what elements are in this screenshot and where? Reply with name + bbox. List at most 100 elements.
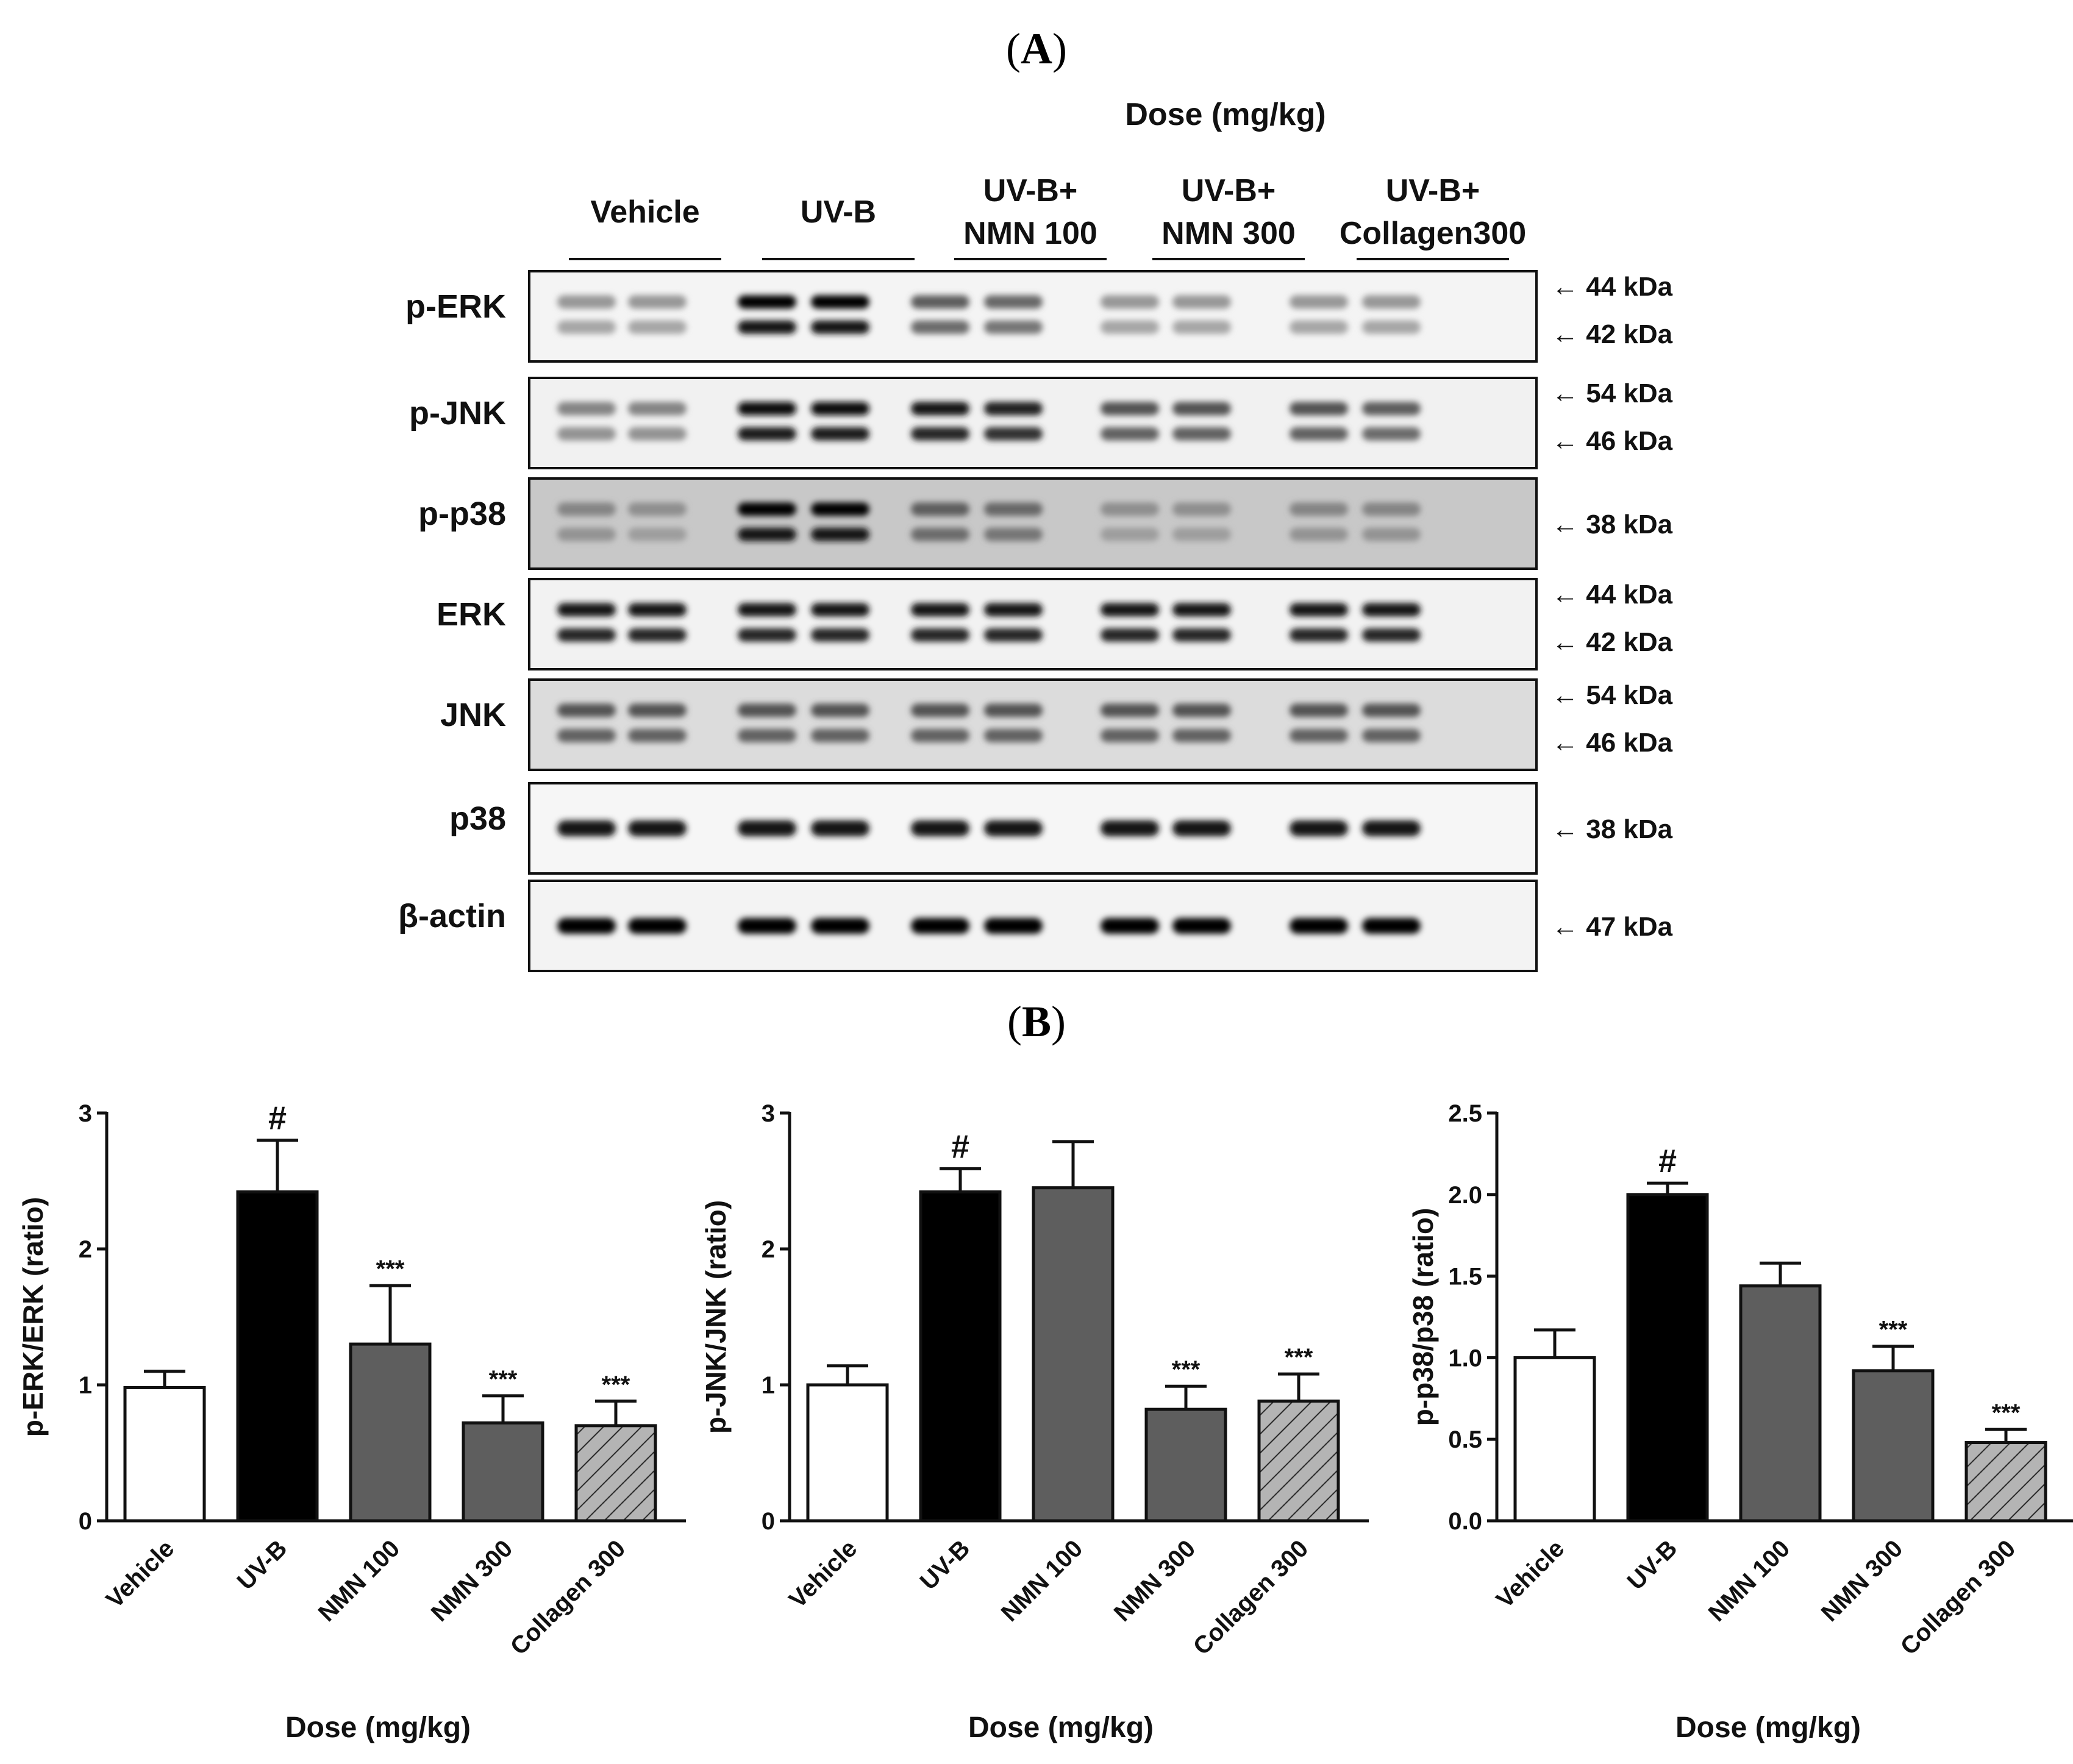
- blot-band-lower: [811, 628, 869, 642]
- blot-band-upper: [1172, 502, 1231, 516]
- y-tick-label: 3: [762, 1100, 775, 1127]
- blot-band-lower: [628, 527, 687, 541]
- blot-band: [1290, 820, 1348, 836]
- x-tick-label: NMN 100: [1704, 1535, 1796, 1627]
- significance-mark: ***: [376, 1256, 405, 1282]
- marker-label: ← 46 kDa: [1552, 426, 1673, 456]
- y-tick-label: 2.5: [1448, 1100, 1482, 1127]
- blot-band-lower: [628, 427, 687, 441]
- blot-band: [1101, 820, 1159, 836]
- blot-band-lower: [557, 728, 616, 742]
- y-tick-label: 0: [79, 1508, 92, 1535]
- blot-band-upper: [1101, 402, 1159, 416]
- group-label-line2: Collagen300: [1340, 216, 1526, 251]
- blot-band: [557, 820, 616, 836]
- blot-band-upper: [984, 295, 1043, 309]
- bar: [1032, 1186, 1115, 1523]
- blot-band: [811, 820, 869, 836]
- marker-label: ← 38 kDa: [1552, 814, 1673, 844]
- blot-bands: [557, 820, 1421, 836]
- bar-chart: 0.0 0.5 1.0 1.5 2.0 2.5 p-p38/p38 (ratio) Vehic…: [1407, 1100, 2073, 1744]
- blot-band-upper: [557, 603, 616, 617]
- blot-band-lower: [1172, 527, 1231, 541]
- blot-band-upper: [628, 603, 687, 617]
- blot-band-lower: [1172, 320, 1231, 334]
- blot-label: p38: [449, 800, 506, 837]
- y-tick-label: 2: [762, 1236, 775, 1263]
- blot-band-lower: [628, 628, 687, 642]
- x-tick-label: Vehicle: [101, 1535, 180, 1613]
- blot-band-upper: [628, 703, 687, 717]
- blot-membrane: [528, 477, 1538, 570]
- blot-band: [628, 918, 687, 934]
- x-tick-label: Collagen 300: [1896, 1535, 2021, 1660]
- blot-bands: [557, 918, 1421, 934]
- x-axis-label: Dose (mg/kg): [285, 1712, 471, 1744]
- blot-band-lower: [1290, 527, 1348, 541]
- blot-band-upper: [1290, 402, 1348, 416]
- significance-mark: ***: [602, 1371, 630, 1398]
- group-label-line1: UV-B+: [1386, 173, 1480, 208]
- x-tick-label: NMN 300: [1816, 1535, 1908, 1627]
- blot-band-lower: [911, 728, 969, 742]
- blot-band: [1172, 918, 1231, 934]
- x-tick-label: UV-B: [915, 1535, 976, 1595]
- bar: [462, 1421, 544, 1523]
- blot-band-upper: [1362, 502, 1421, 516]
- blot-label: ERK: [437, 596, 506, 633]
- group-label-line1: UV-B+: [1182, 173, 1276, 208]
- blot-band-upper: [911, 295, 969, 309]
- blot-band-upper: [1172, 703, 1231, 717]
- bar: [123, 1385, 206, 1523]
- bar: [1144, 1407, 1227, 1523]
- blot-bands: [557, 703, 1421, 742]
- blot-band-upper: [811, 295, 869, 309]
- marker-label: ← 44 kDa: [1552, 272, 1673, 302]
- blot-band-lower: [557, 628, 616, 642]
- blot-band-upper: [738, 603, 796, 617]
- blot-band-upper: [1101, 295, 1159, 309]
- group-label-line2: NMN 100: [963, 216, 1097, 251]
- blot-row: β-actin ← 47 kDa: [398, 880, 1673, 972]
- significance-mark: #: [268, 1100, 287, 1137]
- y-axis-label: p-JNK/JNK (ratio): [700, 1200, 732, 1434]
- blot-label: p-JNK: [409, 395, 506, 432]
- bar: [1257, 1399, 1340, 1523]
- blot-band-upper: [984, 502, 1043, 516]
- blot-row: p-ERK ← 44 kDa ← 42 kDa: [405, 270, 1673, 363]
- blot-band: [738, 820, 796, 836]
- blot-band: [911, 918, 969, 934]
- blot-band-upper: [1290, 603, 1348, 617]
- blot-band-upper: [984, 603, 1043, 617]
- blot-band: [1362, 918, 1421, 934]
- blot-band-lower: [984, 728, 1043, 742]
- blot-band-lower: [557, 527, 616, 541]
- group-labels: Vehicle UV-B UV-B+ NMN 100 UV-B+ NMN 300 UV-B+…: [569, 173, 1526, 260]
- blot-band-upper: [557, 402, 616, 416]
- bar: [349, 1342, 432, 1523]
- blot-band-upper: [1101, 703, 1159, 717]
- blot-row: p-p38 ← 38 kDa: [418, 477, 1673, 570]
- marker-label: ← 44 kDa: [1552, 580, 1673, 610]
- blot-band: [628, 820, 687, 836]
- blot-band-lower: [811, 728, 869, 742]
- significance-mark: ***: [1172, 1356, 1201, 1383]
- blot-band-upper: [1172, 402, 1231, 416]
- blot-band-upper: [984, 703, 1043, 717]
- blot-band-upper: [911, 402, 969, 416]
- blot-band-upper: [1362, 603, 1421, 617]
- significance-mark: #: [951, 1128, 969, 1165]
- blot-band-lower: [1101, 320, 1159, 334]
- blot-band-upper: [811, 703, 869, 717]
- blot-band-upper: [984, 402, 1043, 416]
- blot-membrane: [528, 678, 1538, 771]
- bar-charts: 0 1 2 3 p-ERK/ERK (ratio) Vehicle # UV-B *** NMN …: [17, 1100, 2073, 1744]
- x-tick-label: Vehicle: [1491, 1535, 1570, 1613]
- blot-band-upper: [557, 502, 616, 516]
- marker-label: ← 54 kDa: [1552, 680, 1673, 710]
- blot-label: JNK: [440, 697, 506, 733]
- blot-band-upper: [557, 295, 616, 309]
- blot-band: [1172, 820, 1231, 836]
- y-tick-label: 2: [79, 1236, 92, 1263]
